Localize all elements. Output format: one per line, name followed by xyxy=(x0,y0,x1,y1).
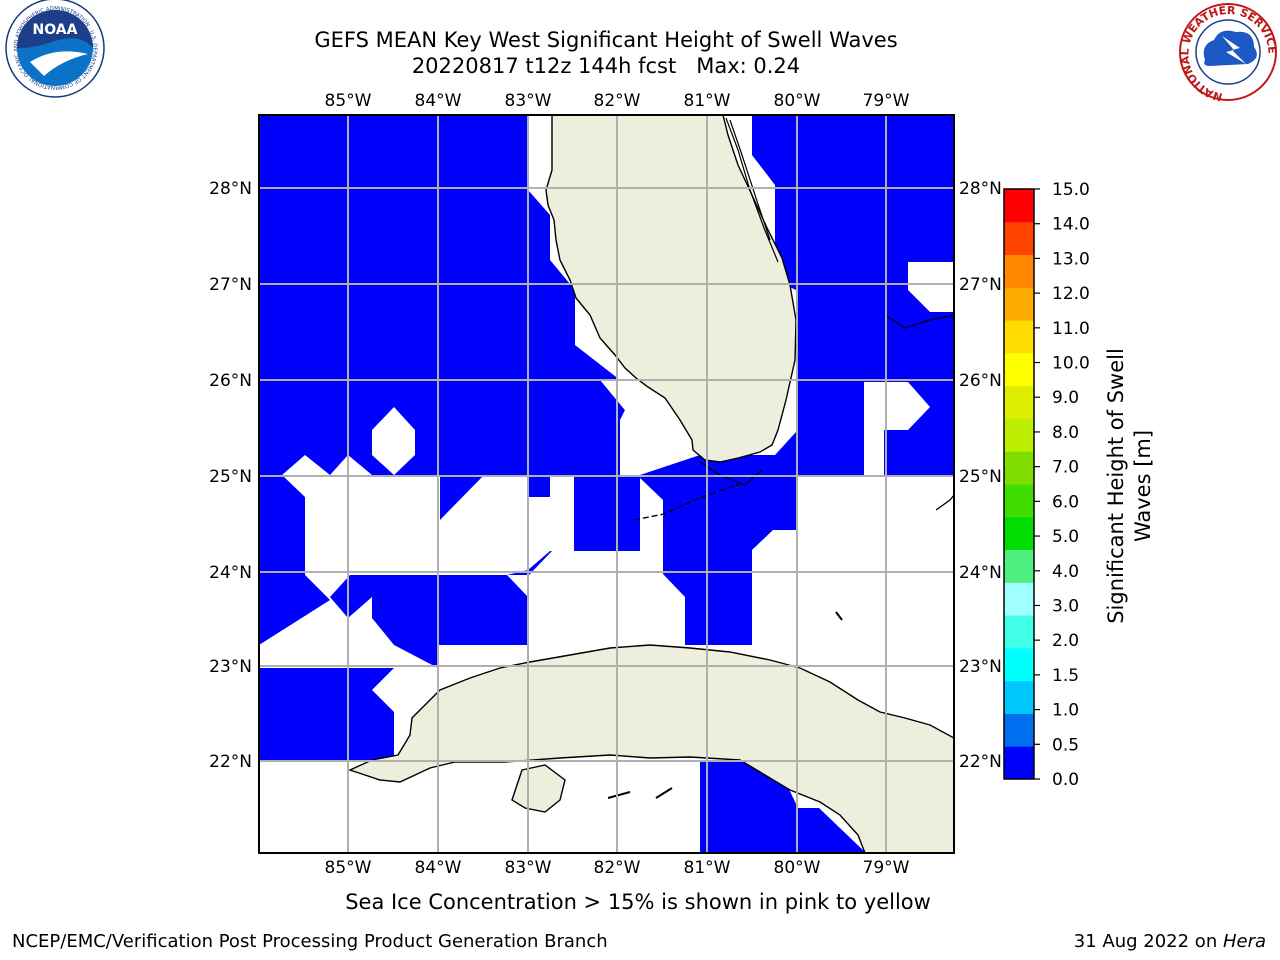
lon-label: 84°W xyxy=(415,858,462,878)
colorbar-segment xyxy=(1004,221,1034,256)
colorbar-frame xyxy=(1003,188,1035,780)
colorbar-tick-label: 2.0 xyxy=(1052,631,1079,651)
lat-label: 23°N xyxy=(209,657,252,677)
lon-label: 85°W xyxy=(325,91,372,111)
chart-title: GEFS MEAN Key West Significant Height of… xyxy=(314,28,898,52)
colorbar-label-line1: Significant Height of Swell xyxy=(1104,348,1128,624)
lon-label: 81°W xyxy=(684,91,731,111)
florida-landmass xyxy=(545,115,797,463)
colorbar-tick-label: 13.0 xyxy=(1052,249,1090,269)
chart-subtitle: 20220817 t12z 144h fcst Max: 0.24 xyxy=(411,54,801,78)
colorbar: 0.0 0.5 1.0 1.5 2.0 3.0 4.0 5.0 6.0 7.0 8.0 9.0 10.0… xyxy=(1003,180,1155,790)
lat-labels-right: 28°N 27°N 26°N 25°N 24°N 23°N 22°N xyxy=(959,179,1002,772)
colorbar-ticks: 0.0 0.5 1.0 1.5 2.0 3.0 4.0 5.0 6.0 7.0 8.0 9.0 10.0… xyxy=(1034,180,1090,790)
map-gridlines xyxy=(259,115,954,853)
lat-label: 26°N xyxy=(959,371,1002,391)
lat-label: 23°N xyxy=(959,657,1002,677)
colorbar-tick-label: 5.0 xyxy=(1052,527,1079,547)
colorbar-tick-label: 14.0 xyxy=(1052,215,1090,235)
colorbar-label-line2: Waves [m] xyxy=(1131,430,1155,542)
lat-label: 24°N xyxy=(959,563,1002,583)
lat-label: 22°N xyxy=(959,752,1002,772)
colorbar-tick-label: 4.0 xyxy=(1052,562,1079,582)
colorbar-segment xyxy=(1004,746,1034,780)
colorbar-segment xyxy=(1004,254,1034,288)
colorbar-tick-label: 9.0 xyxy=(1052,388,1079,408)
colorbar-segment xyxy=(1004,549,1034,583)
colorbar-segment xyxy=(1004,615,1034,649)
colorbar-tick-label: 0.0 xyxy=(1052,770,1079,790)
colorbar-segment xyxy=(1004,385,1034,419)
noaa-logo-text: NOAA xyxy=(33,22,78,38)
colorbar-tick-label: 10.0 xyxy=(1052,354,1090,374)
footer-date-text: 31 Aug 2022 on xyxy=(1073,931,1223,952)
lat-label: 25°N xyxy=(959,467,1002,487)
colorbar-segment xyxy=(1004,680,1034,714)
lon-label: 84°W xyxy=(415,91,462,111)
colorbar-tick-label: 7.0 xyxy=(1052,458,1079,478)
footer-branch: NCEP/EMC/Verification Post Processing Pr… xyxy=(12,931,608,952)
colorbar-segment xyxy=(1004,484,1034,518)
lon-labels-bottom: 85°W 84°W 83°W 82°W 81°W 80°W 79°W xyxy=(325,858,910,878)
nws-logo: NATIONAL WEATHER SERVICE xyxy=(1178,3,1279,104)
lat-label: 26°N xyxy=(209,371,252,391)
lon-label: 83°W xyxy=(505,91,552,111)
colorbar-tick-label: 1.5 xyxy=(1052,666,1079,686)
colorbar-segment xyxy=(1004,352,1034,387)
colorbar-segment xyxy=(1004,287,1034,321)
colorbar-tick-label: 12.0 xyxy=(1052,284,1090,304)
colorbar-segment xyxy=(1004,320,1034,354)
lon-label: 83°W xyxy=(505,858,552,878)
lat-label: 28°N xyxy=(209,179,252,199)
lon-label: 82°W xyxy=(594,91,641,111)
lat-label: 28°N xyxy=(959,179,1002,199)
lat-label: 24°N xyxy=(209,563,252,583)
isle-of-youth xyxy=(511,764,566,813)
map-frame xyxy=(258,114,955,854)
colorbar-segments xyxy=(1004,189,1034,780)
colorbar-segment xyxy=(1004,516,1034,551)
lon-labels-top: 85°W 84°W 83°W 82°W 81°W 80°W 79°W xyxy=(325,91,910,111)
lat-label: 27°N xyxy=(209,275,252,295)
colorbar-tick-label: 6.0 xyxy=(1052,492,1079,512)
colorbar-segment xyxy=(1004,189,1034,223)
colorbar-segment xyxy=(1004,418,1034,452)
noaa-logo: NOAA NATIONAL OCEANIC AND ATMOSPHERIC AD… xyxy=(0,0,105,98)
colorbar-tick-label: 11.0 xyxy=(1052,319,1090,339)
footer-date: 31 Aug 2022 on Hera xyxy=(1074,931,1266,952)
colorbar-tick-label: 0.5 xyxy=(1052,735,1079,755)
cuba-landmass xyxy=(348,644,954,853)
lon-label: 79°W xyxy=(863,91,910,111)
colorbar-segment xyxy=(1004,451,1034,485)
lon-label: 80°W xyxy=(774,91,821,111)
colorbar-tick-label: 1.0 xyxy=(1052,701,1079,721)
colorbar-segment xyxy=(1004,713,1034,747)
lat-label: 27°N xyxy=(959,275,1002,295)
lat-labels-left: 28°N 27°N 26°N 25°N 24°N 23°N 22°N xyxy=(209,179,252,772)
colorbar-tick-label: 15.0 xyxy=(1052,180,1090,200)
colorbar-tick-label: 8.0 xyxy=(1052,423,1079,443)
lon-label: 81°W xyxy=(684,858,731,878)
map-area xyxy=(259,115,954,853)
sea-ice-caption: Sea Ice Concentration > 15% is shown in … xyxy=(345,890,931,914)
lat-label: 25°N xyxy=(209,467,252,487)
lat-label: 22°N xyxy=(209,752,252,772)
lon-label: 82°W xyxy=(594,858,641,878)
lon-label: 85°W xyxy=(325,858,372,878)
colorbar-segment xyxy=(1004,647,1034,682)
colorbar-segment xyxy=(1004,582,1034,616)
lon-label: 79°W xyxy=(863,858,910,878)
colorbar-tick-label: 3.0 xyxy=(1052,596,1079,616)
lon-label: 80°W xyxy=(774,858,821,878)
footer-host: Hera xyxy=(1222,931,1266,952)
